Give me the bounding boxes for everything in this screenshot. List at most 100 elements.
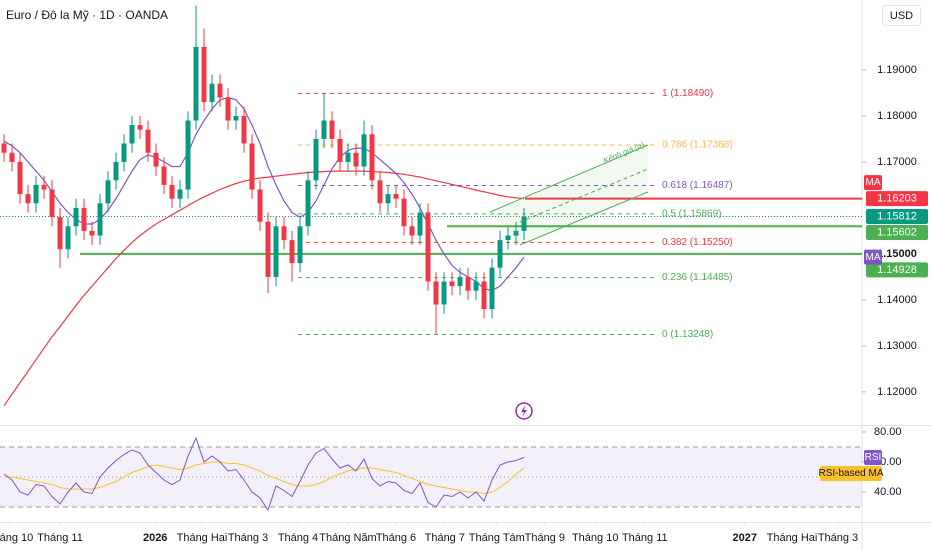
candle-body <box>89 230 95 236</box>
x-tick-label: Tháng 11 <box>37 532 83 544</box>
candle-body <box>369 134 375 181</box>
candle-body <box>185 120 191 190</box>
fib-label: 0.5 (1.15869) <box>662 209 722 220</box>
candle-body <box>473 281 479 291</box>
candle-body <box>361 134 367 167</box>
candle-body <box>161 166 167 185</box>
x-tick-label: 2027 <box>733 532 757 544</box>
candle-body <box>345 152 351 162</box>
fib-label: 0 (1.13248) <box>662 329 713 340</box>
candle-body <box>337 138 343 162</box>
rsi-line <box>4 461 525 495</box>
candle-body <box>225 97 231 121</box>
candle-body <box>97 203 103 236</box>
candle-body <box>521 216 527 231</box>
candle-body <box>1 143 7 153</box>
x-tick-label: Tháng Tám <box>469 532 525 544</box>
moving-average <box>3 170 525 407</box>
fib-label: 1 (1.18490) <box>662 88 713 99</box>
fib-label: 0.786 (1.17368) <box>662 140 733 151</box>
candle-body <box>377 180 383 204</box>
x-tick-label: Tháng 11 <box>622 532 668 544</box>
candle-body <box>417 212 423 236</box>
y-tick-label: 1.13000 <box>877 340 917 352</box>
candle-body <box>9 152 15 162</box>
candle-body <box>401 198 407 227</box>
fib-label: 0.236 (1.14485) <box>662 272 733 283</box>
fib-label: 0.618 (1.16487) <box>662 180 733 191</box>
candle-body <box>449 281 455 287</box>
candle-body <box>57 217 63 250</box>
x-tick-label: Tháng 10 <box>572 532 618 544</box>
candle-body <box>145 129 151 153</box>
price-label: 1.14928 <box>877 264 917 276</box>
legend-label: MA <box>866 252 881 263</box>
legend-tag <box>864 450 882 466</box>
x-tick-label: Tháng 7 <box>425 532 465 544</box>
candle-body <box>457 276 463 287</box>
candle-body <box>257 189 263 222</box>
main-pane: 1 (1.18490) 0.786 (1.17368) 0.618 (1.16487… <box>0 5 862 407</box>
channel-lower <box>519 191 649 246</box>
y-tick-label: 1.12000 <box>877 386 917 398</box>
x-tick-label: Tháng Hai <box>767 532 818 544</box>
y-tick-label: 1.14000 <box>877 294 917 306</box>
price-label-box <box>866 262 928 278</box>
candle-body <box>65 226 71 250</box>
y-tick-label: 1.18000 <box>877 110 917 122</box>
price-label: 1.15602 <box>877 226 917 238</box>
x-tick-label: Tháng 3 <box>228 532 268 544</box>
y-tick-label: 1.19000 <box>877 64 917 76</box>
candle-body <box>17 161 23 195</box>
candle-body <box>25 194 31 204</box>
candle-body <box>489 267 495 310</box>
legend-tag <box>864 249 882 265</box>
x-tick-label: Tháng 10 <box>0 532 33 544</box>
fib-label: 0.382 (1.15250) <box>662 237 733 248</box>
y-tick-label: 80.00 <box>874 426 902 438</box>
candle-body <box>393 194 399 199</box>
x-tick-label: Tháng Năm <box>319 532 376 544</box>
x-tick-label: Tháng 4 <box>278 532 318 544</box>
channel-middle <box>519 168 649 223</box>
price-label: 1.16203 <box>877 192 917 204</box>
candle-body <box>297 226 303 264</box>
candle-body <box>425 212 431 282</box>
candle-body <box>113 161 119 181</box>
y-tick-label: 1.17000 <box>877 156 917 168</box>
candle-body <box>81 207 87 231</box>
candle-body <box>153 152 159 167</box>
y-tick-label: 40.00 <box>874 486 902 498</box>
price-label-box <box>866 209 928 225</box>
candle-body <box>137 125 143 130</box>
price-label-box <box>866 225 928 241</box>
legend-tag <box>820 466 882 482</box>
x-tick-label: 2026 <box>143 532 167 544</box>
lightning-icon[interactable] <box>515 402 533 420</box>
candle-body <box>433 281 439 305</box>
rsi-pane <box>0 436 862 512</box>
candle-body <box>385 194 391 204</box>
x-tick-label: Tháng Hai <box>177 532 228 544</box>
chart-title: Euro / Đô la Mỹ · 1D · OANDA <box>6 8 168 22</box>
price-label: 1.15812 <box>877 210 917 222</box>
icon-bolt <box>521 405 527 417</box>
price-label-box <box>866 191 928 207</box>
candle-body <box>73 207 79 227</box>
x-tick-label: Tháng 3 <box>818 532 858 544</box>
currency: USD <box>890 10 913 22</box>
candle-body <box>177 189 183 199</box>
candle-body <box>273 226 279 277</box>
channel-upper <box>489 144 649 213</box>
legend-label: RSI <box>865 452 882 463</box>
rsi-band <box>0 447 862 508</box>
candle-body <box>193 46 199 121</box>
currency-box[interactable] <box>882 5 921 26</box>
candle-body <box>497 240 503 268</box>
candle-body <box>465 276 471 291</box>
candle-body <box>249 143 255 190</box>
moving-average <box>3 96 525 292</box>
